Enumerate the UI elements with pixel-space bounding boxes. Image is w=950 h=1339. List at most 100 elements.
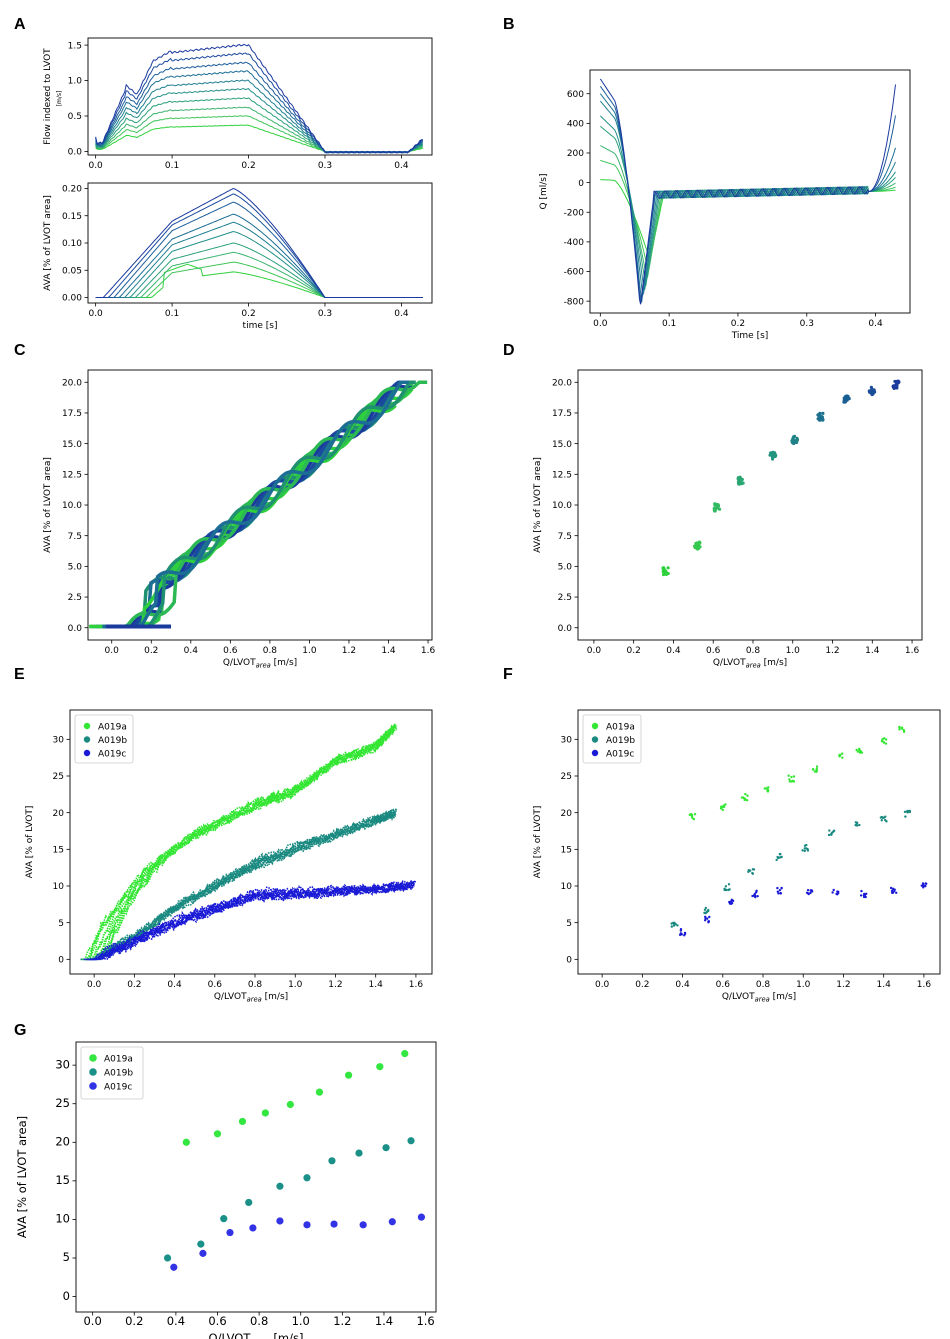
data-point: [856, 821, 859, 825]
y-tick-label: 0.0: [558, 624, 573, 634]
legend-marker: [89, 1082, 97, 1090]
data-point: [751, 872, 755, 875]
y-tick-label: 5.0: [558, 563, 573, 573]
y-tick-label: 20: [561, 809, 573, 819]
y-tick-label: 1.5: [68, 41, 82, 51]
y-tick-label: 30: [561, 736, 573, 746]
data-point: [417, 1213, 426, 1221]
data-point: [679, 932, 683, 935]
legend-label: A019a: [606, 723, 635, 733]
data-point: [795, 437, 799, 442]
chart-a_bottom: 0.0 0.1 0.2 0.3 0.4 0.00 0.05 0.10 0.15 0.20 AVA […: [43, 182, 433, 331]
y-axis-label: AVA [% of LVOT]: [533, 806, 543, 879]
y-tick-label: 2.5: [68, 593, 82, 603]
data-point: [856, 750, 860, 753]
y-tick-label: 20.0: [552, 378, 572, 388]
data-point: [879, 816, 883, 819]
data-point: [696, 547, 700, 551]
x-tick-label: 0.1: [165, 309, 179, 319]
data-point: [920, 884, 923, 887]
x-tick-label: 0.3: [318, 161, 332, 171]
data-point: [407, 1137, 415, 1145]
x-tick-label: 0.4: [184, 646, 199, 656]
data-point: [801, 849, 804, 852]
data-point: [182, 1138, 190, 1146]
legend-marker: [83, 749, 91, 757]
x-tick-label: 0.4: [167, 1314, 185, 1328]
data-point: [805, 847, 808, 850]
legend-label: A019b: [606, 736, 635, 746]
data-point: [715, 503, 720, 507]
data-trace: [93, 724, 396, 960]
x-tick-label: 0.4: [167, 980, 182, 990]
data-point: [286, 1100, 294, 1109]
data-point: [924, 884, 927, 888]
y-tick-label: 2.5: [558, 593, 572, 603]
series-line: [599, 115, 896, 290]
data-point: [893, 888, 896, 891]
panel-letter-f: F: [503, 666, 513, 683]
data-trace: [100, 723, 397, 955]
legend-marker: [89, 1054, 97, 1062]
data-point: [858, 748, 861, 751]
data-point: [894, 382, 898, 387]
x-tick-label: 1.4: [369, 980, 384, 990]
y-tick-label: 15.0: [62, 440, 82, 450]
data-trace: [88, 809, 395, 961]
panel-letter-e: E: [14, 666, 25, 683]
data-point: [756, 894, 759, 898]
y-tick-label: 600: [567, 90, 584, 100]
data-point: [743, 798, 746, 802]
series-line: [95, 97, 423, 154]
data-point: [836, 890, 839, 893]
x-tick-label: 0.4: [675, 980, 690, 990]
data-point: [892, 385, 896, 389]
panel-letter-c: C: [14, 342, 26, 359]
x-tick-label: 0.2: [627, 646, 641, 656]
data-point: [717, 507, 722, 511]
x-tick-label: 0.0: [595, 980, 610, 990]
data-trace: [93, 881, 415, 961]
x-tick-label: 0.4: [394, 309, 409, 319]
data-point: [820, 415, 824, 419]
data-point: [889, 886, 893, 890]
y-tick-label: 12.5: [62, 471, 82, 481]
data-point: [692, 817, 696, 821]
x-tick-label: 0.3: [800, 319, 814, 329]
legend-marker: [591, 722, 599, 730]
data-point: [673, 922, 676, 926]
data-point: [727, 883, 731, 886]
x-axis-label: Q/LVOTarea [m/s]: [209, 1331, 304, 1339]
data-point: [670, 925, 674, 928]
y-tick-label: 10: [561, 882, 573, 892]
x-tick-label: 0.2: [731, 319, 745, 329]
y-tick-label: 0.15: [62, 212, 82, 222]
x-axis-label: Q/LVOTarea [m/s]: [223, 658, 297, 670]
data-point: [704, 906, 708, 910]
plot-frame: [87, 182, 433, 304]
data-point: [740, 477, 744, 482]
data-point: [693, 812, 697, 816]
y-tick-label: 10.0: [552, 501, 572, 511]
data-point: [904, 815, 907, 818]
x-tick-label: 0.6: [208, 980, 223, 990]
plot-frame: [75, 1041, 437, 1313]
data-point: [809, 891, 812, 895]
data-trace: [106, 724, 397, 952]
data-point: [382, 1144, 390, 1152]
data-point: [859, 894, 863, 897]
plot-frame: [87, 37, 433, 156]
data-point: [719, 807, 723, 810]
x-tick-label: 1.0: [302, 646, 317, 656]
x-tick-label: 0.4: [394, 161, 409, 171]
y-tick-label: 25: [561, 772, 572, 782]
data-point: [838, 753, 842, 757]
series-line: [95, 43, 423, 154]
plot-frame: [577, 369, 923, 641]
data-point: [922, 886, 925, 889]
y-tick-label: 15: [53, 846, 64, 856]
data-point: [226, 1228, 234, 1237]
data-point: [776, 886, 779, 890]
data-point: [815, 769, 818, 772]
data-point: [792, 780, 796, 783]
